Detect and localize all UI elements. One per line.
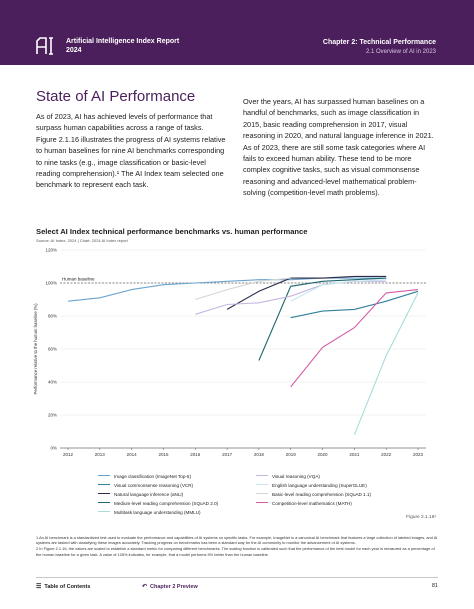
x-tick-label: 2021 — [349, 452, 360, 457]
legend-label: Visual commonsense reasoning (VCR) — [114, 483, 194, 488]
chart-legend: Image classification (ImageNet Top-5) Vis… — [98, 473, 428, 521]
series-line-7 — [195, 277, 291, 301]
report-title: Artificial Intelligence Index Report 202… — [66, 38, 180, 54]
ai-index-logo-icon — [36, 37, 53, 55]
legend-item: Multitask language understanding (MMLU) — [98, 509, 201, 516]
series-line-3 — [258, 277, 387, 361]
series-line-2 — [226, 275, 387, 310]
toc-label: Table of Contents — [44, 584, 91, 590]
x-tick-label: 2020 — [318, 452, 329, 457]
legend-label: Natural language inference (aNLI) — [114, 492, 184, 497]
table-of-contents-link[interactable]: ☰ Table of Contents — [36, 583, 90, 590]
legend-swatch — [256, 493, 268, 495]
legend-label: Medium-level reading comprehension (SQuA… — [114, 501, 219, 506]
y-tick-label: 80% — [48, 314, 57, 319]
x-tick-label: 2014 — [127, 452, 138, 457]
back-arrow-icon: ↶ — [142, 584, 148, 590]
legend-item: Medium-level reading comprehension (SQuA… — [98, 500, 218, 507]
legend-item: English language understanding (SuperGLU… — [256, 482, 367, 489]
legend-swatch — [98, 493, 110, 495]
chapter-preview-link[interactable]: ↶ Chapter 2 Preview — [142, 583, 198, 590]
menu-icon: ☰ — [36, 584, 42, 590]
body-text-right: Over the years, AI has surpassed human b… — [243, 97, 434, 198]
figure-number: Figure 2.1.16¹ — [406, 515, 436, 520]
x-tick-label: 2012 — [63, 452, 74, 457]
legend-item: Image classification (ImageNet Top-5) — [98, 473, 191, 480]
footnote-2: 2 In Figure 2.1.16, the values are scale… — [36, 546, 435, 557]
section-title: State of AI Performance — [36, 88, 196, 105]
chart-title: Select AI Index technical performance be… — [36, 227, 308, 236]
benchmark-line-chart: 0% 20% 40% 60% 80% 100% 120% 2012 2013 2014 2015 20… — [33, 248, 426, 457]
series-line-8 — [290, 289, 419, 388]
page-header: Artificial Intelligence Index Report 202… — [0, 0, 474, 65]
chapter-subtitle: 2.1 Overview of AI in 2023 — [365, 49, 436, 55]
body-text-left: As of 2023, AI has achieved levels of pe… — [36, 112, 226, 190]
x-tick-label: 2016 — [190, 452, 201, 457]
legend-label: Competition-level mathematics (MATH) — [272, 501, 352, 506]
series-line-0 — [67, 277, 387, 302]
y-tick-label: 100% — [45, 281, 57, 286]
x-tick-label: 2015 — [158, 452, 169, 457]
legend-item: Visual reasoning (VQA) — [256, 473, 320, 480]
legend-label: English language understanding (SuperGLU… — [272, 483, 367, 488]
legend-label: Basic-level reading comprehension (SQuAD… — [272, 492, 372, 497]
x-tick-label: 2013 — [95, 452, 106, 457]
chapter-title: Chapter 2: Technical Performance — [322, 39, 436, 46]
y-axis-label: Performance relative to the human baseli… — [33, 303, 38, 395]
legend-swatch — [98, 484, 110, 486]
legend-item: Visual commonsense reasoning (VCR) — [98, 482, 193, 489]
chapter-preview-label: Chapter 2 Preview — [150, 584, 198, 590]
chart-source: Source: AI Index, 2024 | Chart: 2024 AI … — [36, 238, 128, 243]
x-tick-label: 2019 — [286, 452, 297, 457]
series-line-4 — [353, 292, 419, 436]
human-baseline-label: Human baseline — [62, 277, 95, 282]
legend-item: Basic-level reading comprehension (SQuAD… — [256, 491, 371, 498]
legend-swatch — [98, 511, 110, 513]
footnotes: 1 An AI benchmark is a standardized test… — [36, 535, 438, 558]
legend-swatch — [98, 475, 110, 477]
legend-swatch — [256, 502, 268, 504]
legend-item: Natural language inference (aNLI) — [98, 491, 183, 498]
legend-label: Multitask language understanding (MMLU) — [114, 510, 201, 515]
y-tick-label: 0% — [50, 446, 57, 451]
y-tick-label: 60% — [48, 347, 57, 352]
legend-swatch — [256, 484, 268, 486]
y-tick-label: 120% — [45, 248, 57, 253]
x-tick-label: 2017 — [222, 452, 233, 457]
y-tick-label: 20% — [48, 413, 57, 418]
legend-swatch — [256, 475, 268, 477]
page-number: 81 — [431, 583, 438, 589]
legend-item: Competition-level mathematics (MATH) — [256, 500, 352, 507]
page-footer: ☰ Table of Contents ↶ Chapter 2 Preview 81 — [36, 577, 438, 593]
x-tick-label: 2018 — [254, 452, 265, 457]
series-line-1 — [290, 290, 419, 319]
legend-swatch — [98, 502, 110, 504]
x-tick-label: 2023 — [413, 452, 424, 457]
y-tick-label: 40% — [48, 380, 57, 385]
series-line-6 — [290, 279, 387, 302]
legend-label: Visual reasoning (VQA) — [272, 474, 320, 479]
footnote-1: 1 An AI benchmark is a standardized test… — [36, 535, 438, 546]
x-tick-label: 2022 — [381, 452, 392, 457]
legend-label: Image classification (ImageNet Top-5) — [114, 474, 192, 479]
